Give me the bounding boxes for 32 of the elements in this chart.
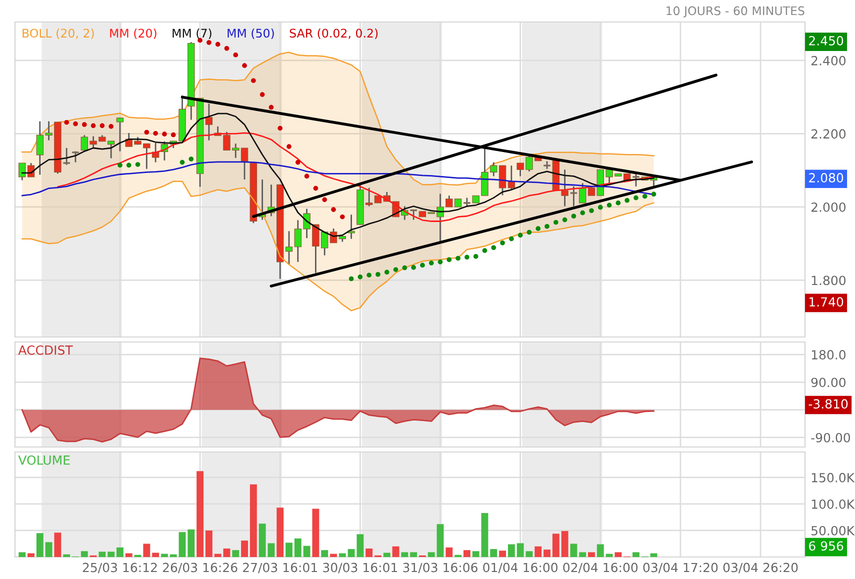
chart-title: ACCDIST [18, 345, 73, 355]
y-tick-label: 2.200 [811, 129, 846, 139]
text: MM (50) [228, 28, 274, 40]
y-tick-label: 100.0K [812, 499, 855, 509]
text: 1.740 [810, 297, 844, 307]
x-tick-label: 26/03 16:26 [162, 562, 238, 574]
x-tick-label: 27/03 16:01 [243, 562, 317, 574]
text: MM (20) [110, 28, 156, 40]
y-tick-label: 180.0 [812, 350, 846, 360]
x-tick-label: 25/03 16:12 [82, 562, 157, 574]
y-tick-label: -90.00 [811, 432, 850, 442]
x-tick-label: 03/04 26:20 [723, 562, 798, 574]
y-tick-label: 1.800 [812, 276, 846, 286]
y-tick-label: 2.400 [811, 56, 846, 66]
text: BOLL (20, 2) [22, 28, 94, 40]
x-tick-label: 30/03 16:01 [323, 562, 398, 574]
text: SAR (0.02, 0.2) [290, 28, 378, 40]
y-tick-label: 50.00K [812, 526, 855, 536]
text: 2.080 [809, 173, 844, 182]
x-tick-label: 03/04 17:20 [643, 562, 718, 574]
y-tick-label: 90.00 [811, 378, 846, 388]
y-tick-label: 150.0K [812, 472, 855, 482]
x-tick-label: 31/03 16:06 [403, 562, 478, 574]
y-tick-label: 2.000 [811, 202, 846, 212]
text: 6 956 [809, 541, 844, 551]
x-tick-label: 01/04 16:00 [483, 562, 558, 574]
chart-title: VOLUME [18, 455, 70, 465]
chart-subtitle: 10 JOURS - 60 MINUTES [666, 6, 804, 18]
x-tick-label: 02/04 16:00 [563, 562, 638, 574]
text: MM (7) [172, 28, 212, 40]
text: -3.810 [808, 399, 848, 409]
text: 2.450 [809, 36, 844, 46]
